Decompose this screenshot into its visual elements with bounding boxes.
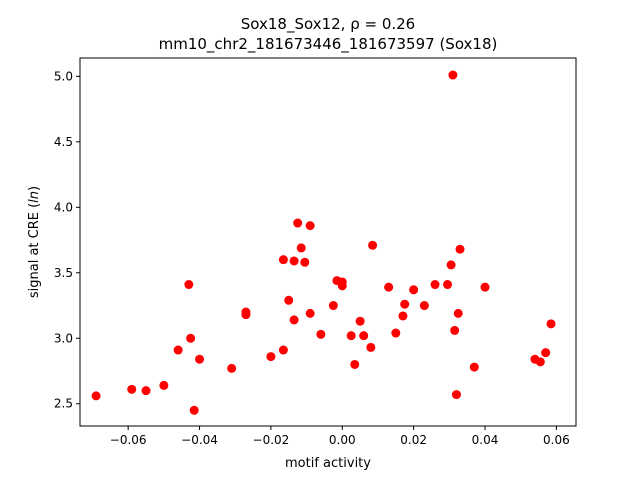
y-axis-label-close: ) xyxy=(27,186,42,191)
data-point xyxy=(305,221,315,231)
y-axis: 2.5 3.0 3.5 4.0 4.5 5.0 xyxy=(54,69,80,411)
title-prefix: Sox18_Sox12, ρ = 0.26 xyxy=(241,15,415,34)
data-point xyxy=(316,329,326,339)
data-point xyxy=(300,257,310,267)
data-point xyxy=(227,363,237,373)
data-point xyxy=(189,405,199,415)
x-axis-label: motif activity xyxy=(285,456,371,471)
x-tick-label: 0.06 xyxy=(543,433,570,447)
data-point xyxy=(184,280,194,290)
y-tick-label: 3.5 xyxy=(54,266,73,280)
x-axis: −0.06 −0.04 −0.02 0.00 0.02 0.04 0.06 xyxy=(110,426,570,447)
data-point xyxy=(195,354,205,364)
chart-title-line2: mm10_chr2_181673446_181673597 (Sox18) xyxy=(159,35,498,54)
data-point xyxy=(328,301,338,311)
data-point xyxy=(159,380,169,390)
y-tick-label: 5.0 xyxy=(54,69,73,83)
data-point xyxy=(359,331,369,341)
y-tick-label: 2.5 xyxy=(54,397,73,411)
data-point xyxy=(186,333,196,343)
data-point xyxy=(546,319,556,329)
data-point xyxy=(400,299,410,309)
data-point xyxy=(296,243,306,253)
points-layer xyxy=(91,70,556,415)
data-point xyxy=(384,282,394,292)
data-point xyxy=(293,218,303,228)
y-axis-label: signal at CRE (ln) xyxy=(27,186,42,298)
data-point xyxy=(278,255,288,265)
data-point xyxy=(451,390,461,400)
x-tick-label: −0.02 xyxy=(253,433,290,447)
x-tick-label: 0.04 xyxy=(472,433,499,447)
data-point xyxy=(469,362,479,372)
x-tick-label: 0.00 xyxy=(329,433,356,447)
data-point xyxy=(355,316,365,326)
data-point xyxy=(284,295,294,305)
y-axis-label-text: signal at CRE ( xyxy=(27,203,42,298)
data-point xyxy=(535,357,545,367)
data-point xyxy=(480,282,490,292)
data-point xyxy=(141,386,151,396)
data-point xyxy=(173,345,183,355)
data-point xyxy=(366,342,376,352)
y-axis-label-italic: ln xyxy=(27,191,42,203)
data-point xyxy=(430,280,440,290)
x-tick-label: 0.02 xyxy=(400,433,427,447)
data-point xyxy=(127,384,137,394)
data-point xyxy=(266,352,276,362)
x-tick-label: −0.04 xyxy=(181,433,218,447)
data-point xyxy=(241,307,251,317)
data-point xyxy=(450,325,460,335)
data-point xyxy=(398,311,408,321)
data-point xyxy=(453,308,463,318)
data-point xyxy=(278,345,288,355)
data-point xyxy=(391,328,401,338)
data-point xyxy=(541,348,551,358)
plot-area-frame xyxy=(79,57,577,427)
y-tick-label: 4.0 xyxy=(54,200,73,214)
data-point xyxy=(91,391,101,401)
chart-title-line1: Sox18_Sox12, ρ = 0.26 xyxy=(241,15,415,34)
data-point xyxy=(289,256,299,266)
y-tick-label: 3.0 xyxy=(54,331,73,345)
data-point xyxy=(455,244,465,254)
data-point xyxy=(346,331,356,341)
data-point xyxy=(337,281,347,291)
data-point xyxy=(448,70,458,80)
data-point xyxy=(305,308,315,318)
data-point xyxy=(443,280,453,290)
data-point xyxy=(446,260,456,270)
data-point xyxy=(419,301,429,311)
x-tick-label: −0.06 xyxy=(110,433,147,447)
y-tick-label: 4.5 xyxy=(54,135,73,149)
data-point xyxy=(409,285,419,295)
data-point xyxy=(368,240,378,250)
data-point xyxy=(289,315,299,325)
data-point xyxy=(350,359,360,369)
